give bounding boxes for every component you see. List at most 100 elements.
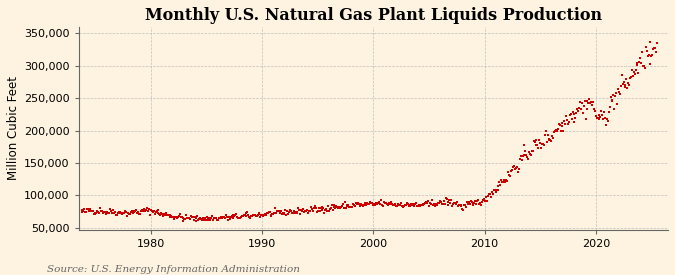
Point (189, 215, 200, 219)
Point (111, 213, 122, 218)
Point (234, 216, 244, 221)
Point (315, 206, 326, 211)
Point (527, 149, 538, 153)
Point (424, 204, 435, 208)
Point (316, 205, 327, 210)
Title: Monthly U.S. Natural Gas Plant Liquids Production: Monthly U.S. Natural Gas Plant Liquids P… (145, 7, 602, 24)
Point (300, 208, 311, 213)
Point (84, 207, 95, 212)
Point (281, 213, 292, 218)
Point (173, 214, 184, 218)
Point (392, 204, 402, 208)
Point (643, 52, 654, 57)
Point (636, 60, 647, 65)
Point (644, 62, 655, 66)
Point (497, 180, 508, 184)
Point (558, 129, 569, 134)
Point (518, 153, 529, 157)
Point (601, 117, 612, 121)
Point (151, 210, 161, 214)
Point (490, 189, 501, 194)
Point (162, 213, 173, 217)
Point (368, 203, 379, 207)
Point (508, 164, 518, 169)
Point (434, 201, 445, 205)
Point (121, 210, 132, 214)
Point (510, 166, 520, 171)
Point (347, 205, 358, 209)
Point (574, 106, 585, 111)
Point (168, 215, 179, 219)
Point (350, 201, 361, 205)
Point (154, 212, 165, 217)
Point (425, 202, 436, 206)
Point (365, 201, 376, 205)
Point (414, 204, 425, 208)
Point (182, 216, 192, 221)
Point (447, 203, 458, 208)
Point (181, 213, 192, 218)
Point (357, 202, 368, 207)
Point (260, 212, 271, 216)
Point (580, 116, 591, 121)
Point (448, 202, 458, 206)
Point (173, 214, 184, 219)
Point (308, 206, 319, 210)
Point (520, 149, 531, 153)
Point (148, 210, 159, 214)
Point (429, 202, 440, 206)
Point (385, 199, 396, 204)
Point (87, 208, 98, 213)
Point (601, 122, 612, 127)
Point (486, 194, 497, 199)
Point (310, 206, 321, 211)
Point (587, 103, 597, 108)
Point (94, 211, 105, 215)
Point (142, 206, 153, 210)
Point (452, 204, 463, 208)
Point (651, 50, 661, 54)
Point (482, 198, 493, 203)
Point (634, 60, 645, 65)
Point (529, 140, 540, 145)
Point (483, 194, 493, 198)
Point (171, 215, 182, 220)
Point (437, 202, 448, 206)
Point (350, 204, 360, 208)
Point (566, 112, 576, 116)
Point (554, 122, 565, 127)
Point (218, 215, 229, 219)
Point (203, 217, 214, 222)
Point (505, 169, 516, 174)
Point (549, 129, 560, 134)
Point (440, 196, 451, 200)
Point (389, 202, 400, 206)
Point (394, 203, 405, 207)
Point (460, 204, 471, 209)
Point (397, 204, 408, 208)
Point (263, 210, 273, 215)
Point (186, 215, 197, 219)
Point (351, 202, 362, 206)
Point (366, 201, 377, 205)
Point (333, 205, 344, 210)
Point (159, 212, 169, 216)
Point (604, 105, 615, 109)
Point (493, 184, 504, 188)
Point (557, 120, 568, 125)
Point (639, 64, 649, 68)
Point (228, 213, 239, 218)
Point (323, 209, 334, 213)
Point (614, 92, 625, 96)
Point (647, 53, 657, 57)
Point (632, 61, 643, 65)
Point (161, 211, 171, 215)
Point (302, 211, 313, 215)
Point (146, 208, 157, 212)
Point (174, 212, 185, 216)
Point (487, 192, 498, 196)
Point (261, 211, 272, 215)
Point (512, 165, 522, 169)
Point (348, 202, 358, 207)
Point (649, 45, 660, 50)
